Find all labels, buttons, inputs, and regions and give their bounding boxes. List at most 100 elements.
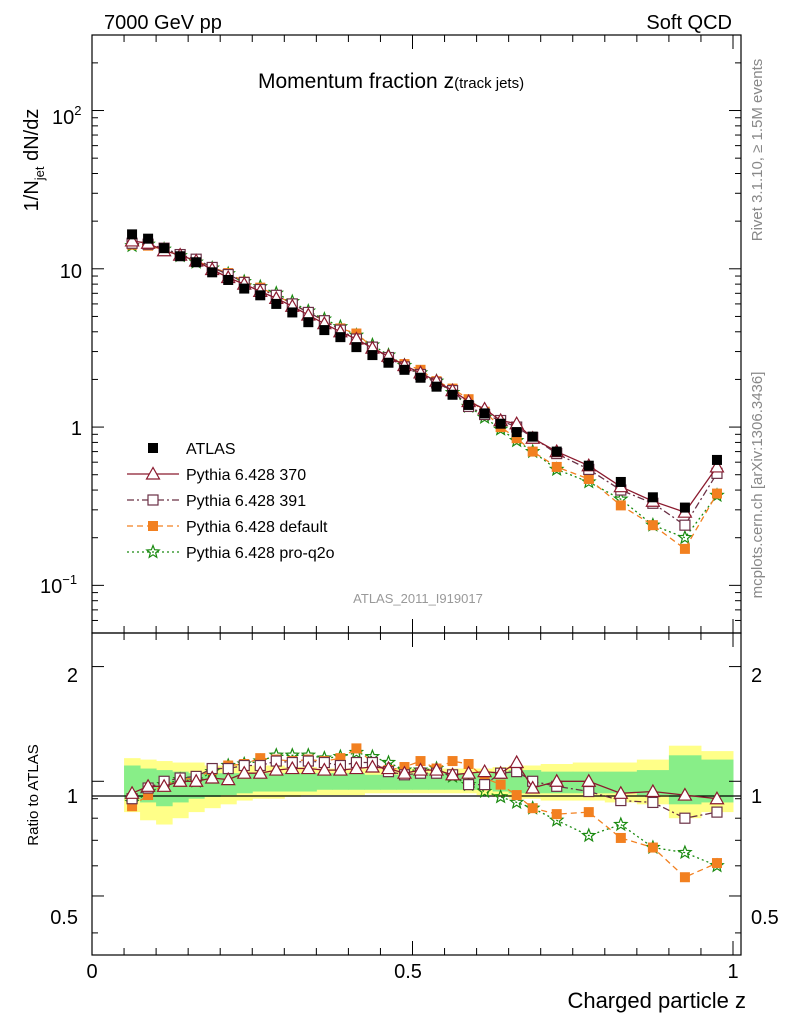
ratio-series-pythia-6-428-370: [124, 754, 725, 805]
ratio-point-pythia-6-428-370: [396, 765, 413, 779]
point-atlas: [447, 389, 458, 400]
ratio-point-pythia-6-428-pro-q2o: [677, 844, 693, 860]
point-atlas: [255, 290, 266, 301]
point-pythia-6-428-default: [583, 473, 594, 484]
band-green-11: [300, 773, 317, 792]
ratio-point-pythia-6-428-default: [335, 753, 346, 764]
main-panel-frame: [91, 34, 742, 634]
ratio-ytick-label-0.5: 0.5: [50, 907, 78, 929]
ratio-y-axis-label: Ratio to ATLAS: [25, 744, 42, 845]
ratio-ytick-label-2: 2: [67, 665, 78, 687]
point-pythia-6-428-default: [615, 500, 626, 511]
series-atlas: [127, 229, 722, 513]
ratio-point-pythia-6-428-default: [615, 832, 626, 843]
point-pythia-6-428-pro-q2o: [677, 529, 693, 545]
point-atlas: [583, 460, 594, 471]
plot-title-sub: (track jets): [454, 75, 524, 92]
point-atlas: [239, 283, 250, 294]
ratio-point-pythia-6-428-370: [172, 773, 188, 787]
point-atlas: [551, 446, 562, 457]
ratio-point-pythia-6-428-370: [348, 760, 364, 775]
ratio-point-pythia-6-428-370: [364, 759, 380, 773]
ratio-point-pythia-6-428-370: [252, 765, 268, 779]
ratio-point-pythia-6-428-default: [351, 743, 362, 754]
category-label: Soft QCD: [646, 12, 732, 34]
point-atlas: [647, 492, 658, 503]
ratio-point-pythia-6-428-370: [581, 773, 597, 787]
ratio-point-pythia-6-428-370: [412, 762, 429, 776]
ratio-point-pythia-6-428-pro-q2o: [492, 788, 509, 804]
point-atlas: [127, 229, 138, 240]
main-ytick-label-100: 102: [52, 103, 81, 129]
rivet-label: Rivet 3.1.10, ≥ 1.5M events: [749, 59, 766, 242]
main-y-axis-label: 1/Njet dN/dz: [21, 109, 47, 212]
plot-title-z: z: [444, 70, 455, 93]
point-atlas: [303, 317, 314, 328]
xtick-label-0.5: 0.5: [394, 961, 422, 983]
ratio-point-pythia-6-428-default: [479, 773, 490, 784]
main-y-ticks: [92, 34, 741, 634]
legend-entry-pythia-6-428-pro-q2o: Pythia 6.428 pro-q2o: [127, 543, 335, 562]
analysis-id: ATLAS_2011_I919017: [353, 591, 483, 606]
ratio-point-pythia-6-428-370: [124, 785, 140, 799]
ytick-100-exp: 2: [74, 103, 81, 118]
ratio-ytick-label-1-right: 1: [751, 786, 762, 808]
point-atlas: [335, 332, 346, 343]
ratio-point-pythia-6-428-370: [332, 762, 348, 776]
ratio-point-pythia-6-428-370: [645, 783, 661, 798]
point-pythia-6-428-391: [679, 519, 691, 531]
ratio-point-pythia-6-428-370: [429, 762, 445, 776]
point-pythia-6-428-370: [709, 459, 725, 473]
ratio-point-pythia-6-428-370: [477, 763, 493, 778]
main-ytick-label-0.1: 10−1: [40, 572, 77, 598]
main-panel-series: [124, 229, 725, 554]
ratio-point-pythia-6-428-370: [220, 771, 236, 786]
ratio-point-pythia-6-428-default: [495, 779, 506, 790]
point-pythia-6-428-default: [679, 543, 690, 554]
point-atlas: [399, 364, 410, 375]
legend-marker-pythia-6-428-pro-q2o: [145, 543, 161, 559]
legend-label-pythia-6-428-default: Pythia 6.428 default: [186, 519, 328, 536]
point-pythia-6-428-370: [124, 233, 140, 247]
ratio-point-pythia-6-428-370: [156, 778, 172, 792]
point-pythia-6-428-default: [551, 461, 562, 472]
ytick-100-base: 10: [52, 107, 74, 129]
ratio-point-pythia-6-428-370: [316, 762, 332, 776]
ratio-point-pythia-6-428-default: [463, 759, 474, 770]
ratio-point-pythia-6-428-default: [127, 801, 138, 812]
series-pythia-6-428-391: [126, 237, 723, 531]
ratio-point-pythia-6-428-370: [268, 762, 284, 776]
ratio-point-pythia-6-428-pro-q2o: [508, 794, 525, 810]
band-green-0: [124, 765, 141, 799]
point-atlas: [223, 274, 234, 285]
legend-marker-pythia-6-428-370: [145, 466, 161, 480]
point-atlas: [287, 307, 298, 318]
point-atlas: [191, 257, 202, 268]
ratio-ytick-label-0.5-right: 0.5: [751, 907, 779, 929]
ratio-point-pythia-6-428-default: [255, 753, 266, 764]
point-atlas: [495, 418, 506, 429]
point-atlas: [383, 357, 394, 368]
ratio-point-pythia-6-428-370: [188, 773, 204, 787]
ratio-point-pythia-6-428-370: [140, 778, 156, 792]
ratio-point-pythia-6-428-pro-q2o: [581, 827, 597, 843]
ratio-point-pythia-6-428-370: [300, 760, 316, 775]
ratio-point-pythia-6-428-default: [711, 858, 722, 869]
legend-entry-atlas: ATLAS: [148, 441, 236, 458]
point-atlas: [463, 399, 474, 410]
ratio-uncertainty-bands: [124, 745, 734, 825]
band-green-12: [316, 773, 333, 790]
main-ytick-label-10: 10: [60, 261, 82, 283]
ratio-y-ticks: [92, 666, 741, 934]
ratio-point-pythia-6-428-370: [549, 773, 565, 787]
ratio-point-pythia-6-428-391: [711, 806, 723, 818]
ratio-point-pythia-6-428-pro-q2o: [612, 816, 629, 832]
beam-label: 7000 GeV pp: [104, 12, 222, 34]
legend: ATLAS Pythia 6.428 370 Pythia 6.428 391 Pyt…: [127, 441, 335, 562]
xtick-label-1: 1: [727, 961, 738, 983]
band-green-16: [380, 774, 397, 790]
point-atlas: [175, 251, 186, 262]
ytick-01-exp: −1: [62, 572, 77, 587]
point-atlas: [415, 372, 426, 383]
ratio-point-pythia-6-428-391: [679, 812, 691, 824]
